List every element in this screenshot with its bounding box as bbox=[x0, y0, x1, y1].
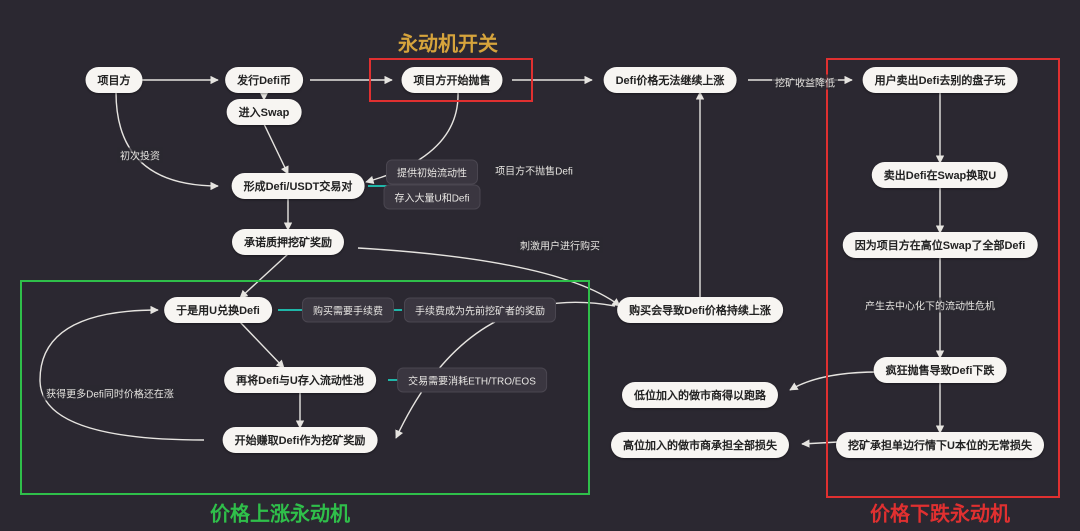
node-enter-swap: 进入Swap bbox=[227, 99, 302, 125]
node-deposit-lp: 再将Defi与U存入流动性池 bbox=[224, 367, 376, 393]
note-deposit-big: 存入大量U和Defi bbox=[383, 185, 480, 210]
node-issue-defi: 发行Defi币 bbox=[225, 67, 303, 93]
edge-label-mining-low: 挖矿收益降低 bbox=[772, 75, 838, 90]
node-high-mm-loss: 高位加入的做市商承担全部损失 bbox=[611, 432, 789, 458]
node-project-swapped-all: 因为项目方在高位Swap了全部Defi bbox=[843, 232, 1038, 258]
note-fee-needed: 购买需要手续费 bbox=[302, 298, 394, 323]
node-sell-on-swap: 卖出Defi在Swap换取U bbox=[872, 162, 1008, 188]
node-form-pair: 形成Defi/USDT交易对 bbox=[232, 173, 365, 199]
note-init-liquidity: 提供初始流动性 bbox=[386, 160, 478, 185]
note-gas-cost: 交易需要消耗ETH/TRO/EOS bbox=[397, 368, 547, 393]
node-price-cant-rise: Defi价格无法继续上涨 bbox=[604, 67, 737, 93]
node-promise-stake: 承诺质押挖矿奖励 bbox=[232, 229, 344, 255]
title-price-down: 价格下跌永动机 bbox=[870, 498, 1010, 527]
node-low-mm-exit: 低位加入的做市商得以跑路 bbox=[622, 382, 778, 408]
node-earn-reward: 开始赚取Defi作为挖矿奖励 bbox=[223, 427, 378, 453]
edge-label-stimulate-buy: 刺激用户进行购买 bbox=[517, 238, 603, 253]
edge-label-no-dump: 项目方不抛售Defi bbox=[492, 163, 576, 178]
edge-label-init-invest: 初次投资 bbox=[117, 148, 163, 163]
node-user-sell-defi: 用户卖出Defi去别的盘子玩 bbox=[863, 67, 1018, 93]
node-crazy-dump: 疯狂抛售导致Defi下跌 bbox=[874, 357, 1007, 383]
node-swap-u-for-defi: 于是用U兑换Defi bbox=[164, 297, 272, 323]
node-project: 项目方 bbox=[86, 67, 143, 93]
node-impermanent-loss: 挖矿承担单边行情下U本位的无常损失 bbox=[836, 432, 1044, 458]
node-project-starts-dumping: 项目方开始抛售 bbox=[402, 67, 503, 93]
title-switch: 永动机开关 bbox=[398, 28, 498, 57]
flowchart-canvas: 永动机开关 价格上涨永动机 价格下跌永动机 项目方 发行Defi币 进入Swap… bbox=[0, 0, 1080, 531]
edge-label-more-defi: 获得更多Defi同时价格还在涨 bbox=[43, 386, 177, 401]
title-price-up: 价格上涨永动机 bbox=[210, 498, 350, 527]
note-fee-becomes-reward: 手续费成为先前挖矿者的奖励 bbox=[404, 298, 556, 323]
node-buy-causes-rise: 购买会导致Defi价格持续上涨 bbox=[617, 297, 783, 323]
edge-label-liquidity-crisis: 产生去中心化下的流动性危机 bbox=[862, 298, 998, 313]
